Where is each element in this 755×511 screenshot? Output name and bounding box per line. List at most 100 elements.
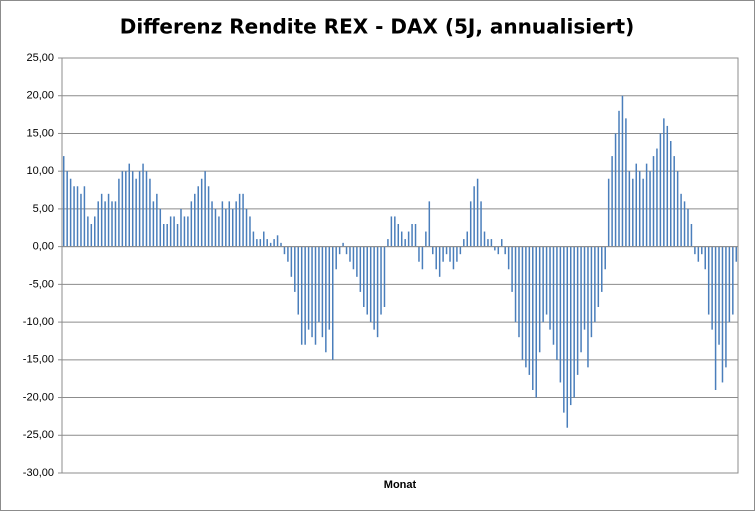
bar (111, 201, 113, 247)
bar (359, 246, 362, 292)
bar (549, 246, 551, 330)
bar (338, 246, 341, 255)
bar (535, 246, 537, 398)
bar (283, 246, 286, 255)
bar (507, 246, 510, 270)
bar (394, 216, 396, 247)
bar (197, 186, 199, 247)
bar (145, 171, 148, 247)
bar (649, 171, 651, 247)
bar (342, 242, 344, 247)
bar (611, 156, 613, 247)
bar (62, 156, 65, 247)
bar (369, 246, 372, 323)
bar (97, 201, 99, 247)
bar (435, 246, 437, 270)
y-tick-label: 5,00 (33, 203, 54, 215)
bar (311, 246, 313, 338)
bar (638, 171, 641, 247)
bar (242, 193, 244, 247)
bar (266, 239, 268, 247)
bar (331, 246, 334, 360)
bar (566, 246, 569, 428)
bar (576, 246, 579, 375)
bar (614, 133, 617, 247)
bar (597, 246, 600, 307)
bar (69, 178, 72, 247)
bar (645, 163, 648, 247)
bar (500, 239, 503, 247)
bar (294, 246, 296, 292)
bar (76, 186, 79, 247)
y-tick-label: 25,00 (26, 52, 54, 64)
bar (83, 186, 86, 247)
bar (556, 246, 558, 360)
bar (673, 156, 675, 247)
bar (156, 193, 158, 247)
bar (469, 201, 472, 247)
bar (249, 216, 251, 247)
bar (321, 246, 324, 338)
bar (352, 246, 355, 270)
bar (676, 171, 679, 247)
bar (680, 193, 682, 247)
bar (659, 133, 662, 247)
bar (149, 178, 151, 247)
bar (580, 246, 582, 353)
bar (545, 246, 548, 315)
bar (128, 163, 131, 247)
y-tick-label: 10,00 (26, 165, 54, 177)
bar (125, 171, 127, 247)
bar (211, 201, 213, 247)
bar (307, 246, 310, 330)
y-tick-label: -10,00 (23, 316, 54, 328)
bar (583, 246, 586, 330)
bar (290, 246, 293, 277)
bar (594, 246, 596, 323)
bar (421, 246, 424, 270)
bar (552, 246, 555, 345)
bar (569, 246, 572, 406)
bar (231, 208, 234, 247)
bar (107, 193, 110, 247)
bar (632, 178, 634, 247)
bar (480, 201, 482, 247)
bar (518, 246, 520, 338)
bar (228, 201, 231, 247)
bar (376, 246, 379, 338)
bar (707, 246, 710, 315)
bar (625, 118, 627, 247)
bar (456, 246, 458, 262)
bar (114, 201, 117, 247)
bar (521, 246, 524, 360)
bar (256, 239, 258, 247)
bar (432, 246, 434, 255)
bar (356, 246, 358, 277)
bar (694, 246, 696, 255)
bar (504, 246, 506, 255)
y-tick-label: -5,00 (29, 278, 54, 290)
bar (476, 178, 479, 247)
bar (345, 246, 348, 255)
bar (704, 246, 706, 270)
bar (90, 224, 93, 247)
bar (438, 246, 441, 277)
bar (690, 224, 693, 247)
bar (235, 201, 237, 247)
bar (497, 246, 500, 255)
bar (428, 201, 431, 247)
bar (245, 208, 248, 247)
bar (397, 224, 400, 247)
bar (559, 246, 562, 383)
bar (400, 231, 403, 247)
bar (721, 246, 724, 383)
bar (131, 171, 134, 247)
bar (180, 208, 182, 247)
bar (94, 216, 96, 247)
bar (652, 156, 655, 247)
bar (732, 246, 734, 315)
bar (152, 201, 155, 247)
bar (335, 246, 337, 270)
bar (80, 193, 82, 247)
y-tick-label: 20,00 (26, 90, 54, 102)
